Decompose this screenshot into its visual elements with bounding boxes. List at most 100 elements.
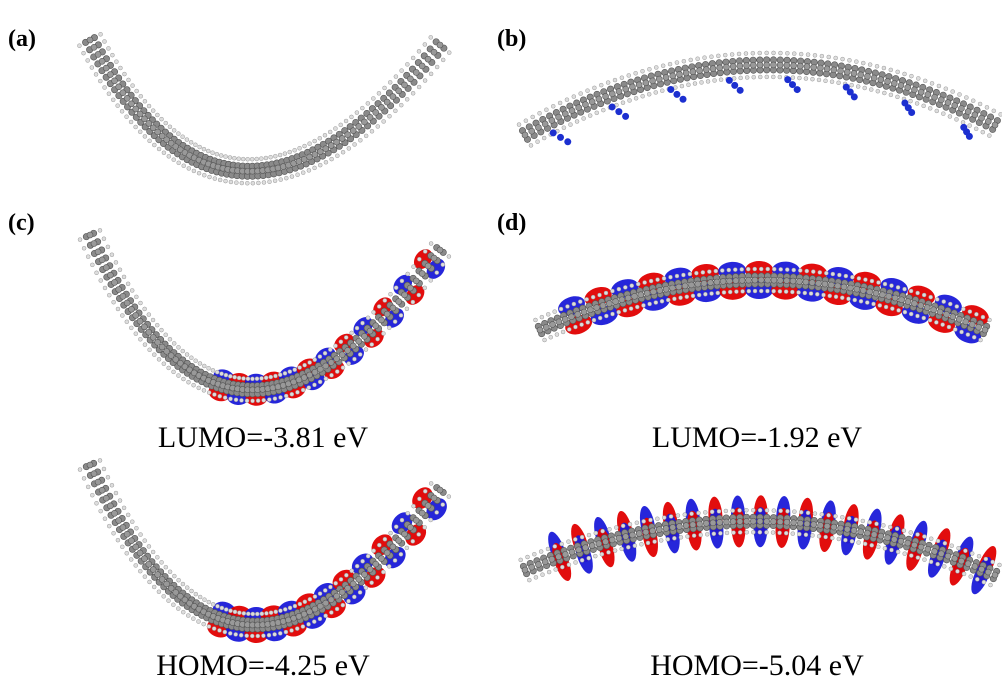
atom	[163, 136, 170, 143]
atom	[366, 113, 374, 121]
hydrogen	[261, 180, 267, 185]
atom	[587, 306, 594, 314]
hydrogen	[639, 542, 644, 547]
hydrogen	[600, 528, 605, 534]
atom	[163, 580, 170, 588]
hydrogen	[334, 606, 340, 612]
hydrogen	[346, 361, 351, 366]
hydrogen	[357, 352, 363, 357]
hydrogen	[856, 540, 861, 545]
hydrogen	[117, 498, 123, 503]
hydrogen	[592, 85, 597, 91]
atom	[595, 540, 603, 547]
hydrogen	[927, 317, 933, 323]
atom	[776, 518, 784, 526]
hydrogen	[428, 278, 434, 283]
atom	[107, 502, 114, 510]
hydrogen	[805, 510, 811, 516]
hydrogen	[142, 538, 147, 543]
hydrogen	[550, 104, 556, 109]
atom	[763, 61, 771, 69]
hydrogen	[207, 174, 212, 180]
hydrogen	[352, 594, 357, 600]
hydrogen	[440, 57, 446, 63]
hydrogen	[306, 385, 312, 390]
atom	[149, 124, 157, 132]
hydrogen	[146, 103, 152, 109]
hydrogen	[312, 594, 318, 599]
hydrogen	[586, 555, 591, 561]
hydrogen	[340, 365, 346, 370]
atom	[978, 565, 985, 573]
hydrogen	[106, 523, 112, 529]
atom	[853, 285, 861, 293]
hydrogen	[292, 148, 297, 153]
atom	[662, 74, 670, 81]
hydrogen	[876, 544, 881, 550]
atom	[790, 62, 797, 69]
hydrogen	[267, 397, 272, 402]
atom	[904, 539, 912, 547]
hydrogen	[193, 358, 198, 363]
hydrogen	[730, 508, 735, 513]
hydrogen	[585, 320, 591, 325]
hydrogen	[434, 510, 439, 515]
atom	[911, 86, 918, 94]
hydrogen	[134, 88, 139, 94]
atom	[891, 294, 899, 302]
atom	[111, 77, 118, 85]
nitrogen	[622, 112, 630, 120]
hydrogen	[89, 65, 95, 70]
atom	[372, 560, 380, 568]
atom	[622, 85, 630, 93]
hydrogen	[404, 306, 410, 312]
nitrogen	[793, 86, 801, 94]
atom	[971, 111, 979, 119]
hydrogen	[790, 289, 795, 295]
hydrogen	[665, 537, 671, 542]
hydrogen	[245, 376, 251, 382]
atom	[736, 518, 744, 525]
hydrogen	[193, 142, 198, 148]
hydrogen	[163, 120, 168, 126]
atom	[729, 518, 737, 525]
hydrogen	[940, 322, 945, 327]
atom	[864, 72, 871, 80]
nitrogen	[846, 88, 854, 96]
atom	[86, 461, 94, 469]
atom	[719, 278, 727, 285]
hydrogen	[829, 79, 835, 84]
hydrogen	[980, 129, 986, 135]
hydrogen	[648, 278, 654, 284]
hydrogen	[941, 111, 946, 116]
hydrogen	[902, 286, 907, 292]
atom	[743, 62, 750, 69]
atom	[111, 510, 118, 517]
atom	[355, 123, 363, 130]
hydrogen	[250, 611, 256, 617]
hydrogen	[599, 82, 604, 88]
hydrogen	[739, 267, 745, 272]
atom	[107, 271, 114, 279]
nitrogen	[615, 108, 623, 116]
hydrogen	[826, 512, 831, 518]
atom	[94, 51, 102, 58]
hydrogen	[796, 290, 801, 295]
hydrogen	[530, 114, 535, 120]
atom	[751, 276, 759, 284]
hydrogen	[312, 382, 317, 388]
atom	[783, 277, 790, 284]
hydrogen	[85, 254, 91, 259]
hydrogen	[528, 143, 534, 148]
hydrogen	[696, 510, 701, 516]
hydrogen	[803, 76, 809, 81]
hydrogen	[360, 105, 365, 111]
atom	[344, 347, 351, 354]
hydrogen	[969, 551, 975, 556]
hydrogen	[133, 124, 138, 130]
atom	[355, 337, 363, 345]
hydrogen	[272, 396, 278, 401]
atom	[327, 359, 335, 366]
atom	[956, 315, 963, 323]
hydrogen	[665, 297, 671, 303]
